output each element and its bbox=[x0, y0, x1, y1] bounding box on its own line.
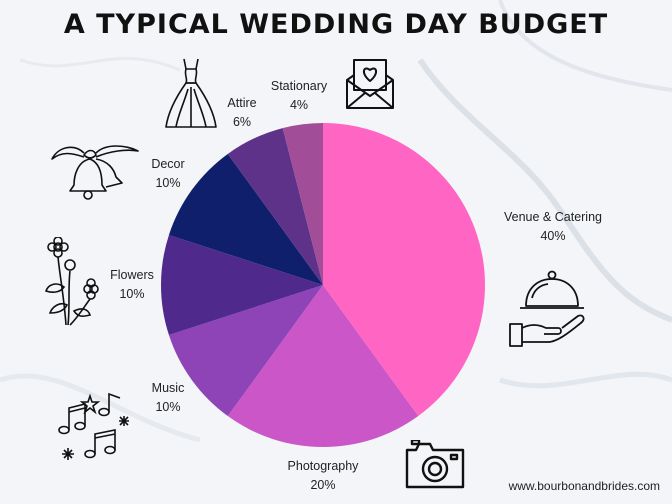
pie-slice-flowers bbox=[161, 234, 323, 336]
label-venue-catering-value: 40% bbox=[540, 229, 566, 243]
label-flowers: Flowers 10% bbox=[102, 266, 162, 304]
label-music-name: Music bbox=[151, 381, 185, 395]
pie-slice-decor bbox=[168, 153, 323, 285]
label-decor-name: Decor bbox=[151, 157, 185, 171]
camera-icon bbox=[405, 440, 465, 489]
label-photography-name: Photography bbox=[287, 459, 359, 473]
label-decor-value: 10% bbox=[155, 176, 181, 190]
flowers-icon bbox=[44, 237, 99, 326]
pie-slice-attire bbox=[227, 128, 323, 285]
label-photography: Photography 20% bbox=[278, 457, 368, 495]
label-venue-catering: Venue & Catering 40% bbox=[498, 208, 608, 246]
wedding-dress-icon bbox=[165, 58, 217, 128]
website-footer: www.bourbonandbrides.com bbox=[508, 479, 660, 493]
pie-slice-venue-catering bbox=[323, 123, 486, 417]
music-notes-icon bbox=[58, 392, 129, 460]
label-stationary-value: 4% bbox=[289, 98, 309, 112]
label-flowers-name: Flowers bbox=[110, 268, 154, 282]
label-venue-catering-name: Venue & Catering bbox=[504, 210, 602, 224]
pie-slice-photography bbox=[227, 285, 419, 448]
chart-title: A TYPICAL WEDDING DAY BUDGET bbox=[63, 9, 609, 40]
label-attire: Attire 6% bbox=[212, 94, 272, 132]
label-attire-name: Attire bbox=[227, 96, 257, 110]
wedding-bells-icon bbox=[51, 145, 139, 200]
label-music: Music 10% bbox=[138, 379, 198, 417]
stationery-envelope-icon bbox=[346, 59, 394, 109]
label-attire-value: 6% bbox=[232, 115, 252, 129]
label-decor: Decor 10% bbox=[138, 155, 198, 193]
pie-slice-stationary bbox=[282, 123, 323, 285]
label-flowers-value: 10% bbox=[119, 287, 145, 301]
label-stationary-name: Stationary bbox=[270, 79, 328, 93]
label-photography-value: 20% bbox=[310, 478, 336, 492]
label-stationary: Stationary 4% bbox=[262, 77, 336, 115]
serving-cloche-icon bbox=[509, 270, 585, 347]
label-music-value: 10% bbox=[155, 400, 181, 414]
pie-slice-music bbox=[168, 285, 323, 417]
